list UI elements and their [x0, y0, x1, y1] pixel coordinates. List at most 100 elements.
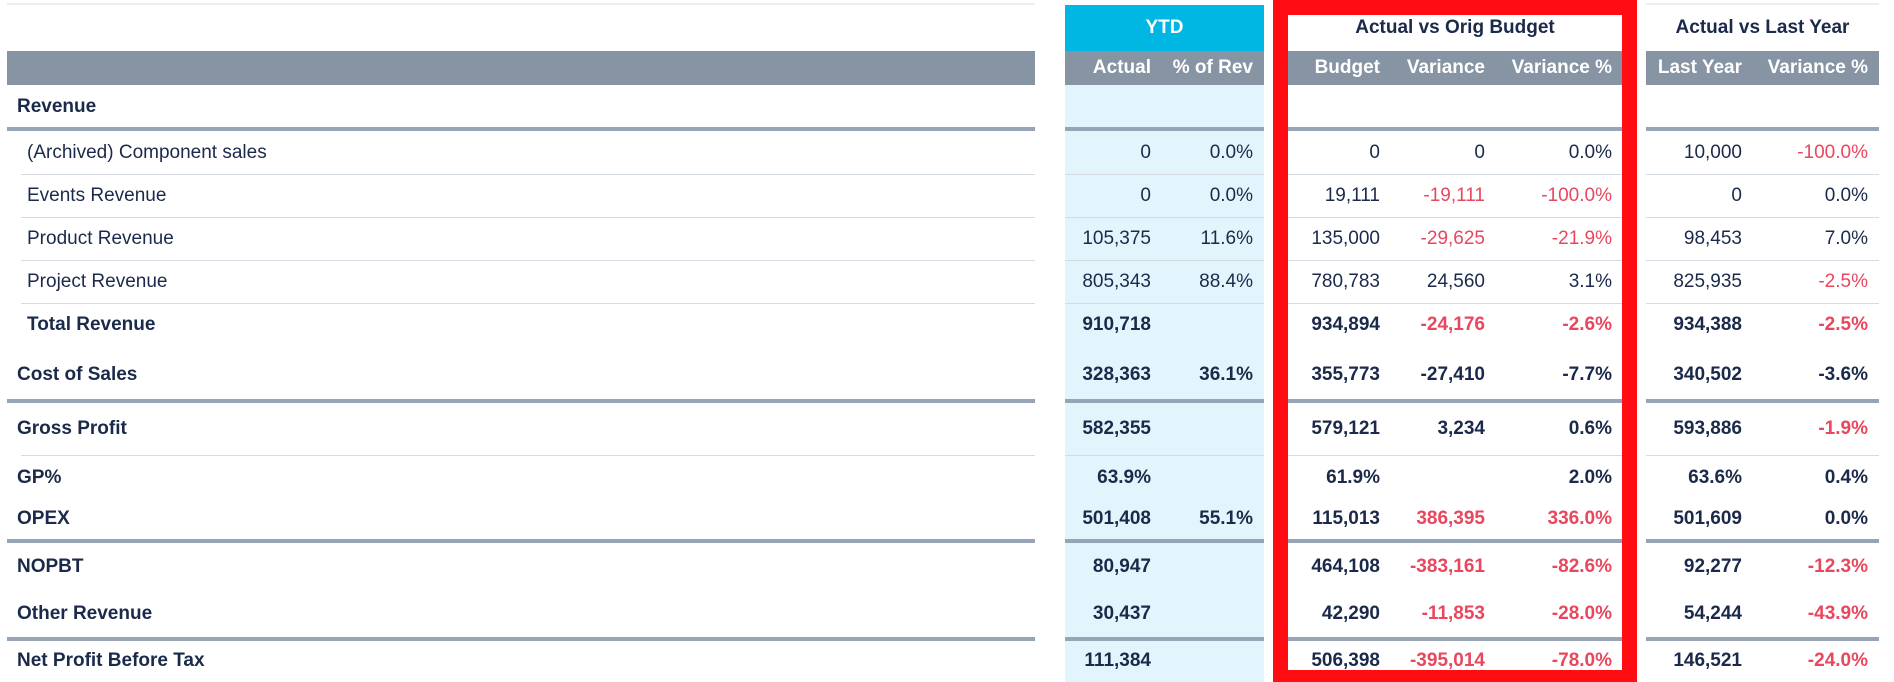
cell-variance: 3,234	[1437, 418, 1485, 439]
group-header-budget: Actual vs Orig Budget	[1355, 17, 1555, 38]
cell-last-year: 98,453	[1683, 227, 1742, 249]
table-row[interactable]: Project Revenue 805,343 88.4% 780,783 24,560…	[0, 260, 1894, 303]
row-divider	[1288, 455, 1622, 456]
cell-last-year: 501,609	[1673, 508, 1742, 529]
section-divider	[1288, 127, 1622, 131]
cell-pct-rev: 0.0%	[1209, 184, 1253, 206]
col-header-last-year[interactable]: Last Year	[1657, 57, 1742, 78]
row-divider	[1065, 217, 1264, 218]
cell-last-year: 54,244	[1683, 603, 1742, 624]
cell-last-year: 10,000	[1683, 141, 1742, 163]
row-divider	[1065, 455, 1264, 456]
cell-variance-pct: -21.9%	[1551, 227, 1612, 249]
table-row[interactable]: Net Profit Before Tax 111,384 506,398 -395,…	[0, 641, 1894, 681]
cell-variance: -11,853	[1421, 603, 1485, 624]
table-row[interactable]: GP% 63.9% 61.9% 2.0% 63.6% 0.4%	[0, 455, 1894, 500]
column-header-last-year-group: Last Year Variance %	[1646, 51, 1879, 85]
col-header-pct-rev[interactable]: % of Rev	[1172, 57, 1253, 78]
group-header-ytd: YTD	[1065, 5, 1264, 51]
cell-variance: 0	[1474, 141, 1485, 163]
row-divider	[1646, 217, 1879, 218]
cell-ly-variance-pct: -3.6%	[1818, 364, 1868, 385]
row-divider	[1646, 455, 1879, 456]
col-header-budget[interactable]: Budget	[1314, 57, 1380, 78]
col-header-variance[interactable]: Variance	[1406, 57, 1485, 78]
cell-ly-variance-pct: 0.4%	[1824, 466, 1868, 488]
cell-variance-pct: 336.0%	[1547, 508, 1612, 529]
section-divider	[7, 539, 1035, 543]
cell-actual: 111,384	[1084, 650, 1151, 671]
section-divider	[1065, 127, 1264, 131]
cell-variance-pct: -7.7%	[1562, 364, 1612, 385]
cell-variance-pct: -78.0%	[1551, 650, 1612, 671]
section-divider	[7, 127, 1035, 131]
row-label: Revenue	[17, 95, 97, 117]
cell-variance: -27,410	[1420, 364, 1485, 385]
row-divider	[21, 260, 1035, 261]
cell-actual: 63.9%	[1097, 466, 1151, 488]
row-label: NOPBT	[17, 556, 84, 577]
top-border-right	[1646, 3, 1879, 5]
cell-actual: 105,375	[1082, 227, 1151, 249]
cell-actual: 0	[1140, 184, 1151, 206]
cell-variance: 386,395	[1416, 508, 1485, 529]
cell-last-year: 0	[1731, 184, 1742, 206]
cell-budget: 135,000	[1311, 227, 1380, 249]
cell-last-year: 63.6%	[1688, 466, 1742, 488]
row-divider	[21, 174, 1035, 175]
table-row[interactable]: NOPBT 80,947 464,108 -383,161 -82.6% 92,277 -1…	[0, 543, 1894, 591]
table-row[interactable]: OPEX 501,408 55.1% 115,013 386,395 336.0% 501,…	[0, 498, 1894, 540]
row-label: Net Profit Before Tax	[17, 650, 205, 671]
row-label: GP%	[17, 466, 62, 488]
cell-budget: 934,894	[1311, 313, 1380, 335]
cell-variance-pct: 0.6%	[1568, 418, 1612, 439]
cell-variance: -395,014	[1409, 650, 1485, 671]
table-row[interactable]: Product Revenue 105,375 11.6% 135,000 -29,62…	[0, 217, 1894, 260]
cell-actual: 582,355	[1082, 418, 1151, 439]
section-divider	[1065, 637, 1264, 641]
cell-pct-rev: 88.4%	[1199, 270, 1253, 292]
row-label: Total Revenue	[27, 313, 156, 335]
row-divider	[1646, 260, 1879, 261]
row-divider	[1288, 303, 1622, 304]
cell-budget: 61.9%	[1326, 466, 1380, 488]
row-divider	[1065, 303, 1264, 304]
cell-variance: -29,625	[1420, 227, 1485, 249]
section-divider	[7, 399, 1035, 403]
table-row[interactable]: Revenue	[0, 85, 1894, 128]
section-divider	[1646, 399, 1879, 403]
row-divider	[21, 455, 1035, 456]
group-header-last-year: Actual vs Last Year	[1675, 17, 1850, 38]
cell-actual: 910,718	[1082, 313, 1151, 335]
table-row[interactable]: Gross Profit 582,355 579,121 3,234 0.6% 593,8…	[0, 403, 1894, 455]
cell-budget: 780,783	[1311, 270, 1380, 292]
row-divider	[1065, 260, 1264, 261]
col-header-variance-pct[interactable]: Variance %	[1511, 57, 1612, 78]
column-header-ytd: Actual % of Rev	[1065, 51, 1264, 85]
cell-actual: 30,437	[1092, 603, 1151, 624]
table-row[interactable]: Other Revenue 30,437 42,290 -11,853 -28.0% 54…	[0, 590, 1894, 638]
table-row[interactable]: Total Revenue 910,718 934,894 -24,176 -2.6% 9…	[0, 303, 1894, 346]
cell-last-year: 934,388	[1673, 313, 1742, 335]
cell-budget: 19,111	[1324, 184, 1380, 206]
section-divider	[1065, 399, 1264, 403]
cell-actual: 80,947	[1092, 556, 1151, 577]
cell-budget: 506,398	[1311, 650, 1380, 671]
table-row[interactable]: Events Revenue 0 0.0% 19,111 -19,111 -100.0% 0…	[0, 174, 1894, 217]
section-divider	[1646, 127, 1879, 131]
row-label: Cost of Sales	[17, 364, 138, 385]
row-label: Events Revenue	[27, 184, 167, 206]
cell-ly-variance-pct: -2.5%	[1818, 270, 1868, 292]
cell-last-year: 825,935	[1673, 270, 1742, 292]
cell-budget: 115,013	[1312, 508, 1380, 529]
cell-ly-variance-pct: 0.0%	[1824, 184, 1868, 206]
col-header-ly-variance-pct[interactable]: Variance %	[1767, 57, 1868, 78]
col-header-actual[interactable]: Actual	[1092, 57, 1151, 78]
section-divider	[1646, 637, 1879, 641]
top-border-left	[7, 3, 1035, 5]
table-row[interactable]: (Archived) Component sales 0 0.0% 0 0 0.0% 10,…	[0, 131, 1894, 174]
cell-ly-variance-pct: 0.0%	[1824, 508, 1868, 529]
row-divider	[1288, 260, 1622, 261]
cell-variance-pct: -28.0%	[1551, 603, 1612, 624]
table-row[interactable]: Cost of Sales 328,363 36.1% 355,773 -27,410 -…	[0, 350, 1894, 400]
